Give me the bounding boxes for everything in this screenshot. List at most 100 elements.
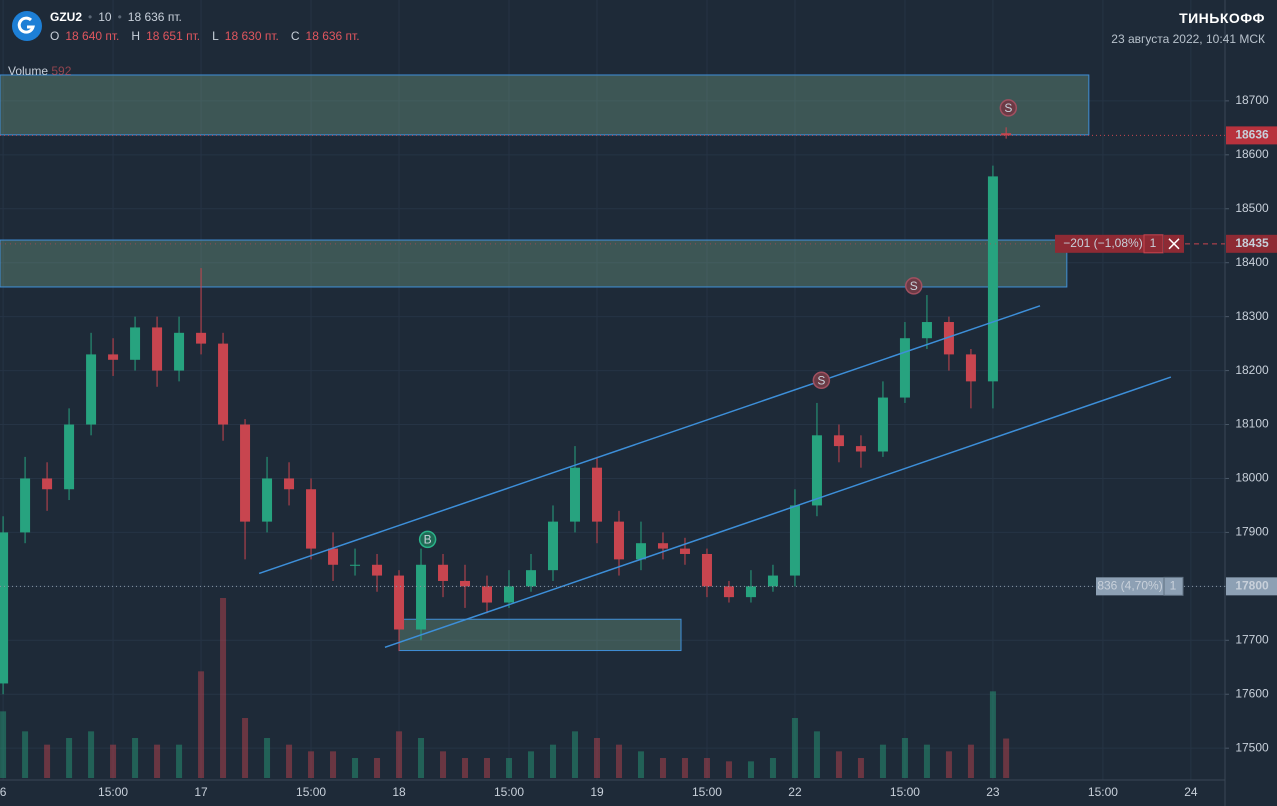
volume-bar	[330, 751, 337, 778]
trade-marker-label: S	[817, 373, 825, 387]
position-qty: 1	[1170, 579, 1177, 593]
ohlc-key: L	[212, 28, 219, 43]
candle-body	[218, 343, 229, 425]
volume-bar	[66, 738, 73, 778]
volume-bar	[484, 758, 491, 778]
trade-marker-label: S	[1004, 101, 1012, 115]
order-qty-box	[1143, 234, 1164, 254]
y-tick-label: 18300	[1235, 309, 1269, 323]
volume-title: Volume	[8, 64, 49, 78]
volume-bar	[923, 744, 930, 778]
volume-bar	[571, 731, 578, 778]
ohlc-value: 18 636 пт.	[305, 28, 360, 43]
y-tick-label: 18700	[1235, 93, 1269, 107]
x-tick-label: 23	[986, 785, 1000, 799]
candle-body	[416, 564, 427, 630]
x-tick-label: 17	[194, 785, 208, 799]
candle-body	[262, 478, 273, 522]
candle-body	[64, 424, 75, 490]
position-qty-box	[1163, 576, 1184, 596]
trendline	[258, 305, 1041, 575]
volume-bar	[769, 758, 776, 778]
volume-bar	[88, 731, 95, 778]
x-tick-label: 15:00	[890, 785, 920, 799]
volume-bar	[615, 744, 622, 778]
candle-body	[613, 521, 624, 560]
candle-body	[965, 354, 976, 382]
volume-bar	[176, 744, 183, 778]
candle-body	[108, 354, 119, 360]
ohlc-value: 18 651 пт.	[146, 28, 201, 43]
position-box	[1096, 577, 1164, 596]
candle-body	[921, 322, 932, 339]
candle-body	[0, 532, 9, 684]
volume-bar	[242, 718, 249, 778]
x-tick-label: 15:00	[692, 785, 722, 799]
candle-body	[196, 332, 207, 344]
candle-body	[987, 176, 998, 382]
trade-marker	[999, 99, 1018, 117]
volume-bar	[0, 711, 7, 778]
candle-body	[86, 354, 97, 425]
volume-bar	[747, 761, 754, 778]
volume-bar	[440, 751, 447, 778]
volume-bar	[506, 758, 513, 778]
volume-bar	[637, 751, 644, 778]
price-zone	[0, 74, 1090, 136]
candle-body	[635, 543, 646, 560]
volume-bar	[901, 738, 908, 778]
candle-body	[745, 586, 756, 598]
volume-bar	[813, 731, 820, 778]
volume-bar	[418, 738, 425, 778]
candle-body	[811, 435, 822, 506]
trade-marker-label: S	[910, 279, 918, 293]
candle-body	[855, 446, 866, 452]
volume-bar	[220, 598, 227, 778]
y-tick-label: 17700	[1235, 632, 1269, 646]
x-tick-label: 15:00	[296, 785, 326, 799]
price-zone	[0, 239, 1068, 288]
order-price-label: 18435	[1235, 236, 1269, 250]
order-box	[1055, 234, 1163, 253]
candle-body	[723, 586, 734, 598]
ohlc-row: O 18 640 пт. H 18 651 пт. L 18 630 пт. C 18 636…	[50, 29, 366, 43]
candle-body	[438, 564, 449, 581]
candle-body	[833, 435, 844, 447]
trade-marker	[418, 530, 437, 549]
candle-body	[789, 505, 800, 576]
volume-bar	[725, 761, 732, 778]
x-tick-label: 19	[590, 785, 604, 799]
volume-bar	[989, 691, 996, 778]
y-tick-label: 18500	[1235, 201, 1269, 215]
candle-body	[877, 397, 888, 452]
candle-body	[152, 327, 163, 371]
candle-body	[482, 586, 493, 603]
trendline	[384, 376, 1172, 649]
close-icon	[1168, 238, 1180, 250]
brand-block: ТИНЬКОФФ 23 августа 2022, 10:41 МСК	[1111, 10, 1265, 46]
datetime: 23 августа 2022, 10:41 МСК	[1111, 32, 1265, 46]
candle-body	[679, 548, 690, 554]
trade-marker	[904, 277, 923, 295]
y-tick-label: 17900	[1235, 525, 1269, 539]
candle-body	[240, 424, 251, 522]
candle-body	[130, 327, 141, 360]
ticker[interactable]: GZU2	[50, 9, 83, 24]
volume-bar	[22, 731, 29, 778]
position-price-label: 17800	[1235, 579, 1269, 593]
volume-bar	[857, 758, 864, 778]
order-close-button[interactable]	[1164, 234, 1184, 253]
volume-bar	[967, 744, 974, 778]
volume-bar	[945, 751, 952, 778]
volume-bar	[681, 758, 688, 778]
interval[interactable]: 10	[98, 9, 112, 24]
order-pnl: −201 (−1,08%)	[1063, 236, 1142, 250]
ohlc-key: O	[50, 28, 60, 43]
trade-marker-label: B	[424, 533, 432, 547]
last-price: 18 636 пт.	[127, 9, 182, 24]
y-tick-label: 18200	[1235, 363, 1269, 377]
volume-bar	[703, 758, 710, 778]
x-tick-label: 15:00	[98, 785, 128, 799]
x-tick-label: 24	[1184, 785, 1198, 799]
